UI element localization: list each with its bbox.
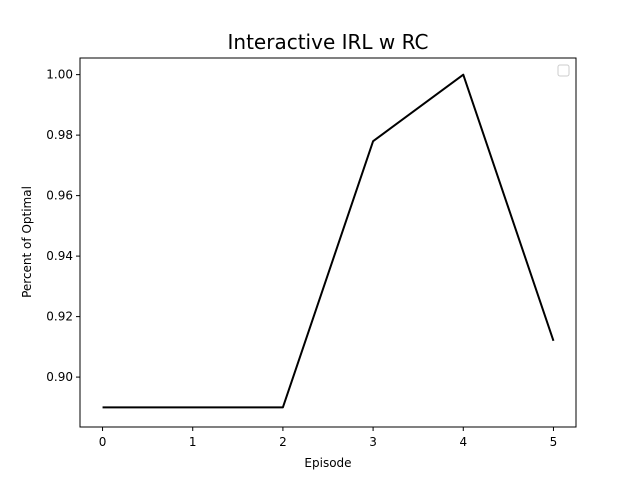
x-tick-label: 0	[99, 435, 107, 449]
series-layer	[102, 73, 555, 409]
y-tick-label: 0.96	[46, 189, 73, 203]
x-tick-label: 3	[369, 435, 377, 449]
y-tick-label: 0.90	[46, 370, 73, 384]
x-axis-label: Episode	[304, 456, 351, 470]
legend-box	[557, 64, 570, 77]
y-tick-label: 1.00	[46, 68, 73, 82]
x-tick-label: 2	[279, 435, 287, 449]
y-tick-label: 0.94	[46, 249, 73, 263]
y-tick-label: 0.92	[46, 310, 73, 324]
y-axis-label: Percent of Optimal	[20, 186, 34, 298]
series-line	[102, 73, 555, 409]
x-axis-ticks: 0 1 2 3 4 5	[99, 427, 558, 449]
y-tick-label: 0.98	[46, 128, 73, 142]
x-tick-label: 4	[459, 435, 467, 449]
x-tick-label: 5	[550, 435, 558, 449]
y-axis-ticks: 0.90 0.92 0.94 0.96 0.98 1.00	[46, 68, 80, 384]
plot-area-frame	[79, 57, 577, 428]
x-tick-label: 1	[189, 435, 197, 449]
chart-title: Interactive IRL w RC	[228, 30, 429, 54]
